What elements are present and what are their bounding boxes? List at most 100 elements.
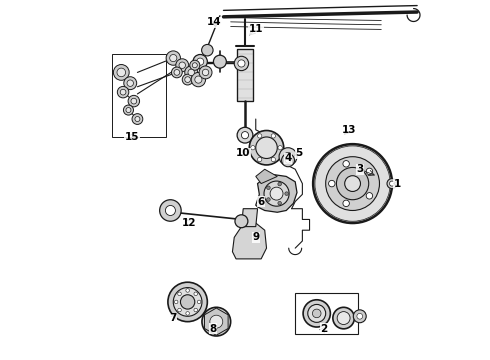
Circle shape	[249, 131, 284, 165]
Circle shape	[172, 67, 182, 78]
Circle shape	[128, 95, 140, 107]
Circle shape	[180, 295, 195, 309]
Text: 7: 7	[170, 313, 177, 323]
Circle shape	[197, 300, 201, 304]
Circle shape	[178, 292, 181, 296]
Polygon shape	[237, 49, 253, 101]
Circle shape	[199, 66, 212, 79]
Text: 4: 4	[284, 153, 292, 163]
Circle shape	[186, 289, 190, 292]
Circle shape	[282, 154, 294, 167]
Circle shape	[279, 148, 297, 166]
Circle shape	[127, 80, 133, 86]
Circle shape	[166, 51, 180, 65]
Circle shape	[160, 200, 181, 221]
Text: 9: 9	[252, 232, 259, 242]
Text: 14: 14	[207, 17, 222, 27]
Circle shape	[329, 180, 335, 187]
Circle shape	[168, 282, 207, 321]
Circle shape	[337, 312, 350, 324]
Circle shape	[185, 77, 191, 82]
Circle shape	[237, 127, 253, 143]
Circle shape	[303, 300, 330, 327]
Circle shape	[170, 54, 177, 62]
Text: 11: 11	[248, 24, 263, 35]
Circle shape	[267, 186, 270, 189]
Circle shape	[357, 314, 363, 319]
Circle shape	[214, 55, 226, 68]
Circle shape	[326, 157, 379, 211]
Bar	[295, 293, 358, 334]
Circle shape	[135, 117, 140, 122]
Text: 10: 10	[236, 148, 250, 158]
Circle shape	[120, 89, 126, 95]
Circle shape	[178, 308, 181, 312]
Text: 15: 15	[125, 132, 139, 142]
Circle shape	[132, 114, 143, 125]
Circle shape	[131, 98, 137, 104]
Circle shape	[390, 181, 394, 186]
Circle shape	[191, 72, 205, 87]
Circle shape	[176, 59, 189, 72]
Circle shape	[210, 315, 223, 328]
Circle shape	[387, 179, 397, 189]
Circle shape	[271, 134, 275, 138]
Circle shape	[182, 74, 193, 85]
Circle shape	[313, 309, 321, 318]
Circle shape	[258, 157, 262, 162]
Circle shape	[270, 187, 283, 200]
Circle shape	[343, 200, 349, 207]
Circle shape	[174, 69, 180, 75]
Circle shape	[242, 132, 248, 139]
Text: 3: 3	[356, 164, 364, 174]
Circle shape	[353, 310, 366, 323]
Circle shape	[196, 58, 204, 65]
Polygon shape	[256, 169, 277, 184]
Circle shape	[234, 56, 248, 71]
Circle shape	[179, 62, 186, 68]
Circle shape	[238, 60, 245, 67]
Circle shape	[366, 168, 372, 175]
Circle shape	[235, 215, 248, 228]
Circle shape	[267, 198, 270, 201]
Polygon shape	[242, 209, 258, 226]
Circle shape	[264, 181, 289, 206]
Circle shape	[256, 137, 277, 158]
Circle shape	[174, 300, 178, 304]
Circle shape	[284, 152, 293, 161]
Circle shape	[123, 105, 133, 115]
Circle shape	[285, 157, 291, 163]
Circle shape	[202, 307, 231, 336]
Circle shape	[202, 69, 209, 76]
Circle shape	[117, 68, 125, 77]
Circle shape	[278, 145, 282, 150]
Circle shape	[192, 63, 197, 68]
Text: 6: 6	[258, 197, 265, 207]
Circle shape	[251, 145, 255, 150]
Circle shape	[333, 307, 354, 329]
Circle shape	[190, 60, 200, 70]
Circle shape	[201, 44, 213, 56]
Circle shape	[366, 193, 372, 199]
Polygon shape	[204, 308, 228, 335]
Circle shape	[188, 69, 195, 76]
Circle shape	[207, 313, 225, 330]
Circle shape	[126, 108, 131, 113]
Circle shape	[194, 292, 197, 296]
Circle shape	[117, 86, 129, 98]
Circle shape	[278, 182, 281, 186]
Circle shape	[173, 288, 202, 316]
Circle shape	[166, 206, 175, 216]
Circle shape	[195, 76, 202, 83]
Circle shape	[194, 308, 197, 312]
Polygon shape	[256, 175, 297, 212]
Circle shape	[185, 66, 197, 79]
Circle shape	[124, 77, 137, 90]
Text: 8: 8	[209, 324, 217, 334]
Text: 5: 5	[295, 148, 302, 158]
Circle shape	[313, 144, 392, 223]
Text: 1: 1	[394, 179, 401, 189]
Circle shape	[186, 312, 190, 315]
Text: 2: 2	[320, 324, 327, 334]
Circle shape	[337, 167, 368, 200]
